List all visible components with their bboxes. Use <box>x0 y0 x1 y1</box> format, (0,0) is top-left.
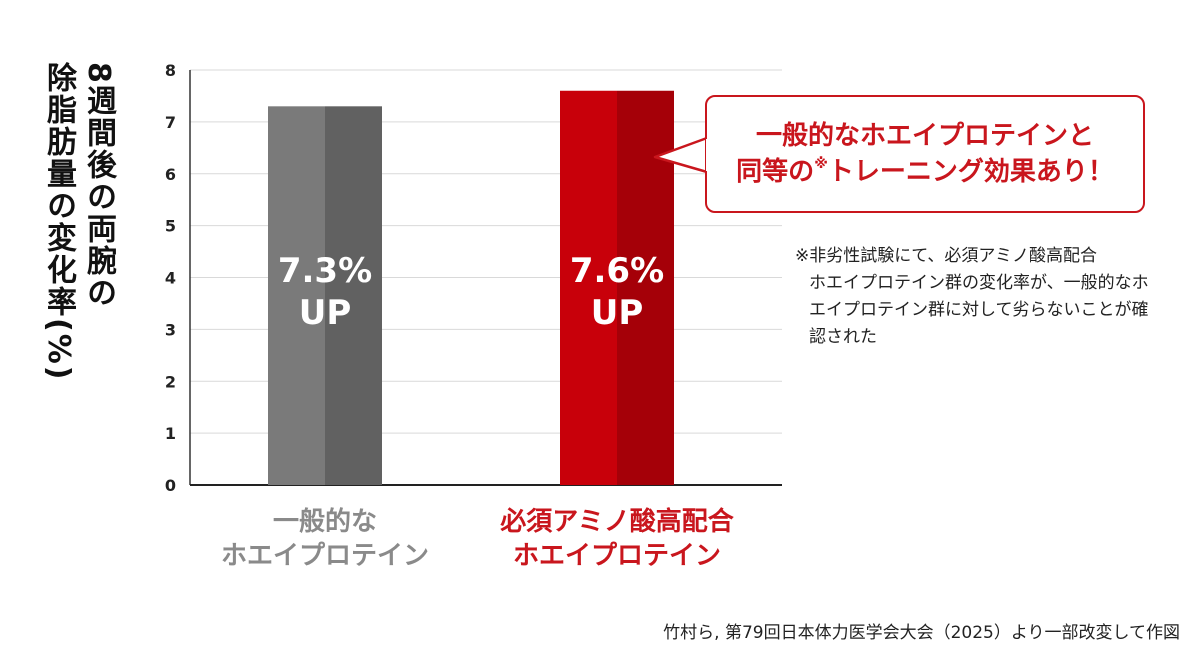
y-tick-label-4: 4 <box>165 269 176 288</box>
y-tick-label-7: 7 <box>165 113 176 132</box>
y-tick-label-1: 1 <box>165 424 176 443</box>
bar-1-left <box>268 106 325 485</box>
category-label-general-line-2: ホエイプロテイン <box>220 541 429 571</box>
source-citation: 竹村ら, 第79回日本体力医学会大会（2025）より一部改変して作図 <box>663 623 1180 643</box>
category-label-general-line-1: 一般的な <box>272 507 377 537</box>
y-tick-label-3: 3 <box>165 320 176 339</box>
callout-line-1: 一般的なホエイプロテインと <box>755 121 1094 151</box>
footnote: ※非劣性試験にて、必須アミノ酸高配合 ホエイプロテイン群の変化率が、一般的なホエ… <box>795 243 1165 351</box>
y-axis-label-line-1: 8週間後の両腕の <box>81 62 116 309</box>
y-tick-label-6: 6 <box>165 165 176 184</box>
category-label-eaa-line-1: 必須アミノ酸高配合 <box>500 507 734 537</box>
bar-1-right <box>325 106 382 485</box>
y-axis-label: 8週間後の両腕の 除脂肪量の変化率(%) <box>40 62 116 381</box>
footnote-rest: ホエイプロテイン群の変化率が、一般的なホエイプロテイン群に対して劣らないことが確… <box>809 273 1149 347</box>
bar-2-value-label: 7.6% <box>570 251 664 291</box>
bar-2-left <box>560 90 617 485</box>
category-label-eaa: 必須アミノ酸高配合 ホエイプロテイン <box>457 505 777 573</box>
bar-1-value-label: 7.3% <box>278 251 372 291</box>
callout-box: 一般的なホエイプロテインと 同等の※トレーニング効果あり！ <box>705 95 1145 213</box>
callout-line-2-pre: 同等の <box>736 157 815 187</box>
bar-1-up-label: UP <box>299 293 352 333</box>
footnote-line-1: ※非劣性試験にて、必須アミノ酸高配合 <box>795 246 1098 266</box>
category-label-eaa-line-2: ホエイプロテイン <box>512 541 721 571</box>
y-tick-label-5: 5 <box>165 217 176 236</box>
callout-line-2: 同等の※トレーニング効果あり！ <box>736 154 1114 190</box>
callout-pointer-joint <box>706 139 710 171</box>
y-tick-label-0: 0 <box>165 476 176 495</box>
callout-reference-mark: ※ <box>814 156 828 172</box>
y-axis-label-line-2: 除脂肪量の変化率(%) <box>41 62 76 382</box>
y-tick-label-8: 8 <box>165 61 176 80</box>
bar-2-up-label: UP <box>591 293 644 333</box>
y-tick-label-2: 2 <box>165 372 176 391</box>
callout-line-2-post: トレーニング効果あり！ <box>827 157 1114 187</box>
category-label-general: 一般的な ホエイプロテイン <box>165 505 485 573</box>
